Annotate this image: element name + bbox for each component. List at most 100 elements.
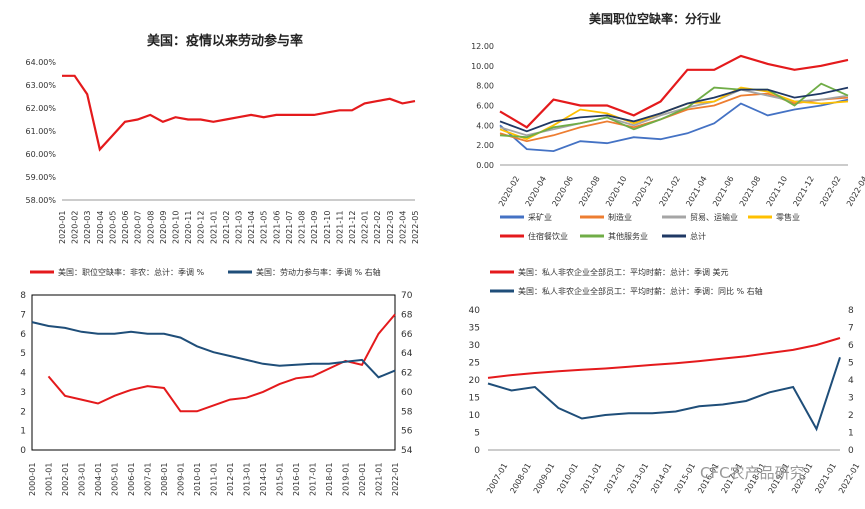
x-tick-label: 2020-10 (171, 211, 180, 244)
chart-participation-covid: 美国：疫情以来劳动参与率 58.00% 59.00% 60.00% 61.00% 62.… (0, 0, 430, 250)
x-tick-label: 2021-02 (658, 175, 683, 208)
legend-label: 美国：私人非农企业全部员工：平均时薪：总计：季调 美元 (518, 267, 729, 277)
x-tick-label: 2021-01 (209, 211, 218, 244)
y-tick-label: 10 (469, 411, 481, 421)
x-tick-label: 2022-04 (845, 175, 865, 208)
x-tick-label: 2020-06 (121, 211, 130, 244)
x-tick-label: 2015-01 (276, 463, 285, 496)
x-tick-label: 2022-02 (818, 175, 843, 208)
x-tick-label: 2020-09 (159, 211, 168, 244)
x-tick-label: 2020-08 (146, 211, 155, 244)
x-tick-label: 2021-07 (285, 211, 294, 244)
y-right-tick-label: 64 (401, 349, 413, 359)
x-tick-label: 2021-10 (323, 211, 332, 244)
y-tick-label: 4.00 (476, 121, 494, 130)
chart-title: 美国：疫情以来劳动参与率 (146, 34, 303, 49)
x-tick-label: 2021-01 (813, 462, 838, 495)
series-line (31, 321, 396, 379)
x-tick-label: 2020-10 (604, 175, 629, 208)
series-line (499, 86, 849, 133)
x-tick-label: 2021-12 (791, 175, 816, 208)
x-tick-label: 2021-04 (684, 175, 709, 208)
legend-label: 美国：职位空缺率：非农：总计：季调 % (58, 267, 205, 277)
x-tick-label: 2021-11 (335, 211, 344, 244)
x-tick-label: 2008-01 (508, 462, 533, 495)
y-right-tick-label: 1 (848, 429, 854, 439)
x-tick-label: 2010-01 (555, 462, 580, 495)
y-tick-label: 20 (469, 376, 481, 386)
y-right-tick-label: 54 (401, 446, 413, 456)
x-tick-label: 2020-07 (134, 211, 143, 244)
y-tick-label: 8 (20, 291, 26, 301)
series-line (499, 82, 849, 139)
x-tick-label: 2007-01 (485, 462, 510, 495)
x-tick-label: 2021-06 (272, 211, 281, 244)
y-right-tick-label: 5 (848, 359, 854, 369)
x-tick-label: 2021-12 (348, 211, 357, 244)
x-tick-label: 2018-01 (325, 463, 334, 496)
x-tick-label: 2022-01 (391, 463, 400, 496)
x-tick-label: 2021-09 (310, 211, 319, 244)
y-tick-label: 10.00 (471, 62, 494, 71)
x-tick-label: 2020-08 (577, 175, 602, 208)
x-tick-label: 2011-01 (579, 462, 604, 495)
x-tick-label: 2000-01 (28, 463, 37, 496)
y-tick-label: 6.00 (476, 102, 494, 111)
x-tick-label: 2020-06 (550, 175, 575, 208)
series-line (499, 54, 849, 129)
x-tick-label: 2004-01 (94, 463, 103, 496)
x-tick-label: 2021-02 (222, 211, 231, 244)
x-tick-label: 2010-01 (193, 463, 202, 496)
series-line (62, 74, 416, 152)
x-tick-label: 2020-12 (631, 175, 656, 208)
y-right-tick-label: 66 (401, 330, 413, 340)
y-tick-label: 8.00 (476, 82, 494, 91)
watermark-text: CFC农产品研究 (700, 464, 805, 482)
legend-label: 其他服务业 (608, 231, 648, 241)
legend-label: 美国：劳动力参与率：季调 % 右轴 (256, 267, 381, 277)
x-tick-label: 2021-06 (711, 175, 736, 208)
x-tick-label: 2020-02 (497, 175, 522, 208)
y-tick-label: 7 (20, 310, 26, 320)
x-tick-label: 2002-01 (61, 463, 70, 496)
y-tick-label: 2 (20, 407, 26, 417)
y-right-tick-label: 8 (848, 306, 854, 316)
x-tick-label: 2020-04 (524, 175, 549, 208)
chart-hourly-earnings: 0 5 10 15 20 25 30 35 40 0 1 2 3 4 5 6 7 8 2007-01 2008-01 2… (430, 255, 865, 509)
x-tick-label: 2014-01 (259, 463, 268, 496)
x-tick-label: 2022-01 (361, 211, 370, 244)
x-tick-label: 2016-01 (292, 463, 301, 496)
series-line (487, 337, 841, 379)
y-right-tick-label: 68 (401, 310, 413, 320)
y-tick-label: 62.00% (25, 104, 56, 113)
chart-svg: 05101520253035400123456782007-012008-012… (469, 267, 862, 495)
x-tick-label: 2008-01 (160, 463, 169, 496)
x-tick-label: 2020-12 (197, 211, 206, 244)
legend-label: 采矿业 (528, 212, 552, 222)
y-tick-label: 2.00 (476, 141, 494, 150)
x-tick-label: 2015-01 (673, 462, 698, 495)
x-tick-label: 2022-01 (837, 462, 862, 495)
y-tick-label: 35 (469, 324, 480, 334)
legend-label: 总计 (690, 231, 706, 241)
series-line (47, 313, 396, 413)
x-tick-label: 2012-01 (602, 462, 627, 495)
plot-frame (31, 294, 396, 451)
x-tick-label: 2021-04 (247, 211, 256, 244)
y-right-tick-label: 2 (848, 411, 854, 421)
y-tick-label: 6 (20, 330, 26, 340)
y-right-tick-label: 60 (401, 388, 413, 398)
y-tick-label: 5 (20, 349, 26, 359)
y-right-tick-label: 62 (401, 369, 412, 379)
x-tick-label: 2020-01 (358, 463, 367, 496)
legend-label: 零售业 (776, 212, 800, 222)
legend-label: 住宿餐饮业 (528, 231, 568, 241)
x-tick-label: 2005-01 (111, 463, 120, 496)
x-tick-label: 2022-02 (373, 211, 382, 244)
y-tick-label: 1 (20, 427, 26, 437)
y-tick-label: 64.00% (25, 58, 56, 67)
y-right-tick-label: 6 (848, 341, 854, 351)
y-tick-label: 63.00% (25, 81, 56, 90)
